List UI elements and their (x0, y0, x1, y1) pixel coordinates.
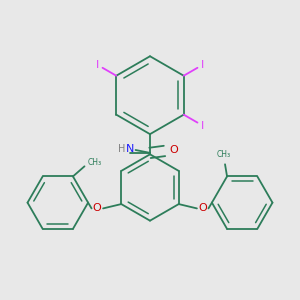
Text: O: O (169, 145, 178, 155)
Text: I: I (95, 60, 99, 70)
Text: CH₃: CH₃ (87, 158, 101, 167)
Text: O: O (92, 203, 101, 213)
Text: I: I (201, 121, 205, 131)
Text: I: I (201, 60, 205, 70)
Text: O: O (199, 203, 208, 213)
Text: N: N (126, 144, 134, 154)
Text: H: H (118, 144, 126, 154)
Text: CH₃: CH₃ (217, 150, 231, 159)
